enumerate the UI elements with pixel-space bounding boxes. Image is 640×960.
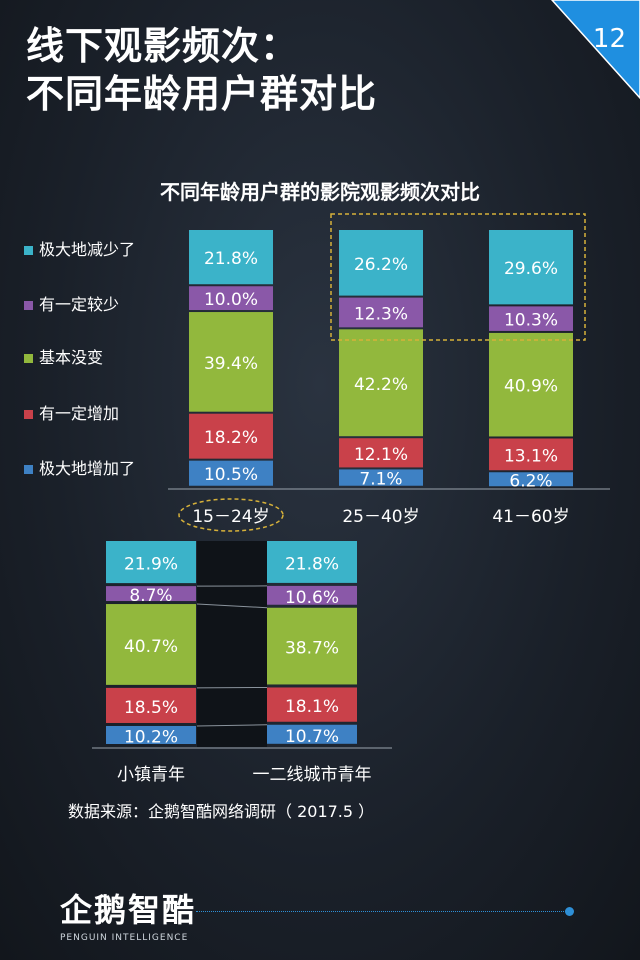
logo: 企鹅智酷 PENGUIN INTELLIGENCE <box>60 885 196 943</box>
bar-gap-background <box>197 541 267 747</box>
data-label: 10.2% <box>124 727 178 747</box>
corner-triangle <box>550 0 640 100</box>
bar-segment-somewhat-increased <box>339 438 423 468</box>
data-label: 21.8% <box>285 554 339 574</box>
data-label: 12.3% <box>354 304 408 324</box>
legend-label-greatly-increased: 极大地增加了 <box>39 459 135 478</box>
data-label: 12.1% <box>354 445 408 465</box>
category-label: 15－24岁 <box>192 507 269 527</box>
bar-segment-greatly-increased <box>106 725 196 744</box>
legend-swatch-greatly-decreased <box>24 246 33 255</box>
bar-segment-unchanged <box>267 607 357 685</box>
bar-segment-somewhat-increased <box>106 687 196 723</box>
category-label: 41－60岁 <box>492 507 569 527</box>
bar-segment-greatly-increased <box>189 460 273 486</box>
data-label: 39.4% <box>204 354 258 374</box>
legend-swatch-somewhat-decreased <box>24 301 33 310</box>
footer-dot <box>565 907 574 916</box>
logo-name: 企鹅智酷 <box>60 891 197 929</box>
bar-segment-greatly-decreased <box>267 541 357 583</box>
data-label: 38.7% <box>285 639 339 659</box>
city-tier-stacked-bar-chart: 21.9% 8.7% 40.7% 18.5% 10.2% 小镇青年 21.8% 10.6% 38… <box>92 541 392 785</box>
legend-label-greatly-decreased: 极大地减少了 <box>39 240 135 259</box>
data-label: 18.5% <box>124 698 178 718</box>
data-label: 42.2% <box>354 375 408 395</box>
page-number: 12 <box>592 24 626 54</box>
data-label: 10.5% <box>204 465 258 485</box>
legend-swatch-somewhat-increased <box>24 410 33 419</box>
category-label: 小镇青年 <box>117 765 185 785</box>
bar-segment-somewhat-increased <box>189 413 273 459</box>
bar-segment-somewhat-decreased <box>189 286 273 311</box>
bar-segment-somewhat-decreased <box>489 306 573 331</box>
page-title-line-1: 线下观影频次： <box>26 24 300 68</box>
bar-segment-unchanged <box>106 604 196 685</box>
bar-segment-unchanged <box>189 312 273 412</box>
bar-segment-greatly-increased <box>339 469 423 486</box>
bar-segment-greatly-decreased <box>339 230 423 296</box>
data-label: 10.0% <box>204 290 258 310</box>
legend-label-somewhat-increased: 有一定增加 <box>39 404 119 423</box>
legend-label-somewhat-decreased: 有一定较少 <box>39 295 119 314</box>
legend-label-unchanged: 基本没变 <box>39 348 103 367</box>
data-label: 6.2% <box>509 471 552 491</box>
data-label: 8.7% <box>129 586 172 606</box>
data-label: 10.3% <box>504 311 558 331</box>
connector-line <box>196 724 268 727</box>
bar-segment-greatly-decreased <box>489 230 573 305</box>
data-label: 13.1% <box>504 446 558 466</box>
bar-segment-somewhat-decreased <box>339 297 423 328</box>
bar-segment-greatly-decreased <box>106 541 196 584</box>
data-source: 数据来源：企鹅智酷网络调研（ 2017.5 ） <box>68 802 375 821</box>
bar-segment-somewhat-decreased <box>106 586 196 602</box>
data-label: 21.8% <box>204 249 258 269</box>
highlight-box <box>330 213 586 341</box>
age-group-stacked-bar-chart: 21.8% 10.0% 39.4% 18.2% 10.5% 15－24岁 26.2% 12.3… <box>24 213 610 532</box>
page-title-line-2: 不同年龄用户群对比 <box>26 72 378 116</box>
bar-segment-unchanged <box>339 329 423 437</box>
data-label: 26.2% <box>354 255 408 275</box>
data-label: 7.1% <box>359 470 402 490</box>
highlight-ellipse <box>178 498 284 532</box>
data-label: 18.2% <box>204 428 258 448</box>
data-label: 29.6% <box>504 259 558 279</box>
data-label: 40.9% <box>504 377 558 397</box>
bar-segment-greatly-decreased <box>189 230 273 285</box>
logo-subtitle: PENGUIN INTELLIGENCE <box>60 933 189 943</box>
chart-title: 不同年龄用户群的影院观影频次对比 <box>160 180 480 204</box>
page-title: 线下观影频次： 不同年龄用户群对比 <box>26 22 377 118</box>
legend-swatch-greatly-increased <box>24 465 33 474</box>
data-label: 10.7% <box>285 727 339 747</box>
bar-segment-somewhat-decreased <box>267 585 357 605</box>
data-label: 40.7% <box>124 637 178 657</box>
bar-segment-somewhat-increased <box>489 438 573 471</box>
bar-segment-somewhat-increased <box>267 687 357 722</box>
data-label: 10.6% <box>285 588 339 608</box>
footer-divider <box>196 911 568 912</box>
bar-segment-greatly-increased <box>489 472 573 487</box>
legend-swatch-unchanged <box>24 354 33 363</box>
data-label: 18.1% <box>285 697 339 717</box>
connector-line <box>196 603 268 609</box>
bar-segment-greatly-increased <box>267 724 357 744</box>
bar-segment-unchanged <box>489 332 573 437</box>
category-label: 一二线城市青年 <box>253 765 372 785</box>
data-label: 21.9% <box>124 555 178 575</box>
category-label: 25－40岁 <box>342 507 419 527</box>
